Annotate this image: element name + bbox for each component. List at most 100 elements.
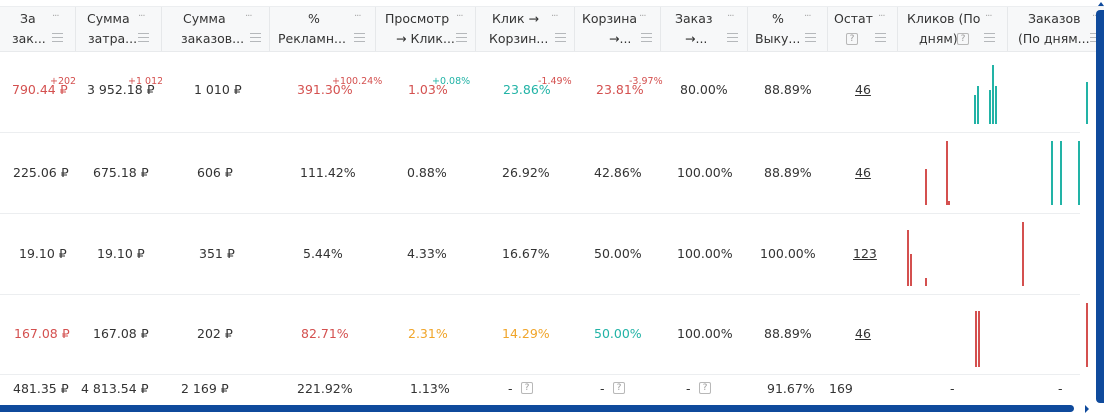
order-buy-value: 80.00%: [680, 82, 728, 97]
menu-icon[interactable]: [555, 33, 566, 42]
more-icon[interactable]: ···: [52, 11, 59, 22]
drr-value: 111.42%: [300, 165, 356, 180]
column-header-stock[interactable]: Остат ? ···: [828, 7, 898, 51]
order-buy-value: 100.00%: [677, 326, 733, 341]
column-header-orders-by-day[interactable]: Заказов (По дням... ···: [1008, 7, 1104, 51]
buyout-value: 88.89%: [764, 326, 812, 341]
menu-icon[interactable]: [875, 33, 886, 42]
spark-bar: [1022, 222, 1024, 286]
more-icon[interactable]: ···: [878, 11, 885, 22]
view-click-delta: +0.08%: [432, 76, 471, 87]
stock-link[interactable]: 46: [855, 82, 871, 97]
menu-icon[interactable]: [727, 33, 738, 42]
cpo-value: 19.10 ₽: [19, 246, 67, 261]
spark-bar: [989, 90, 991, 124]
view-click-value: 1.03%: [408, 82, 448, 97]
click-cart-delta: -1.49%: [538, 76, 572, 87]
menu-icon[interactable]: [138, 33, 149, 42]
spark-bar: [995, 86, 997, 124]
spark-bar: [978, 311, 980, 367]
order-buy-value: 100.00%: [677, 165, 733, 180]
help-icon[interactable]: ?: [699, 382, 711, 394]
spark-bar: [992, 65, 994, 124]
cart-order-value: 42.86%: [594, 165, 642, 180]
menu-icon[interactable]: [456, 33, 467, 42]
menu-icon[interactable]: [52, 33, 63, 42]
more-icon[interactable]: ···: [1092, 11, 1099, 22]
stock-link[interactable]: 46: [855, 165, 871, 180]
column-header-view-click[interactable]: Просмотр → Клик... ···: [376, 7, 476, 51]
totals-row: 481.35 ₽ 4 813.54 ₽ 2 169 ₽ 221.92% 1.13…: [0, 375, 1080, 403]
column-subtitle: затра...: [88, 31, 138, 46]
table-row[interactable]: 167.08 ₽ 167.08 ₽ 202 ₽ 82.71% 2.31% 14.…: [0, 295, 1088, 375]
clicks-by-day-sparkline: [898, 64, 1008, 124]
column-title: %: [772, 11, 784, 26]
cpo-value: 167.08 ₽: [14, 326, 70, 341]
help-icon[interactable]: ?: [613, 382, 625, 394]
menu-icon[interactable]: [984, 33, 995, 42]
cpo-value: 790.44 ₽: [12, 82, 68, 97]
scroll-right-icon[interactable]: [1085, 405, 1089, 413]
more-icon[interactable]: ···: [985, 11, 992, 22]
column-header-order-buy[interactable]: Заказ →... ···: [661, 7, 748, 51]
more-icon[interactable]: ···: [727, 11, 734, 22]
stock-link[interactable]: 46: [855, 326, 871, 341]
horizontal-scrollbar[interactable]: [0, 405, 1074, 412]
clicks-by-day-sparkline: [898, 141, 1008, 205]
stock-link[interactable]: 123: [853, 246, 877, 261]
table-row[interactable]: 790.44 ₽ +202.5 3 952.18 ₽ +1 012.4 1 01…: [0, 52, 1088, 133]
menu-icon[interactable]: [354, 33, 365, 42]
column-header-clicks-by-day[interactable]: Кликов (По дням) ? ···: [898, 7, 1008, 51]
column-subtitle: Корзин...: [489, 31, 549, 46]
total-cpo: 481.35 ₽: [13, 381, 69, 396]
order-buy-value: 100.00%: [677, 246, 733, 261]
vertical-scrollbar[interactable]: [1096, 10, 1104, 403]
column-header-cpo[interactable]: За зак... ···: [0, 7, 76, 51]
more-icon[interactable]: ···: [354, 11, 361, 22]
more-icon[interactable]: ···: [804, 11, 811, 22]
column-header-drr[interactable]: % Рекламн... ···: [270, 7, 376, 51]
cpo-delta: +202.5: [50, 76, 76, 87]
column-title: Сумма: [87, 11, 130, 26]
column-header-click-cart[interactable]: Клик → Корзин... ···: [476, 7, 575, 51]
column-subtitle: зак...: [12, 31, 46, 46]
column-title: Клик →: [492, 11, 539, 26]
help-icon[interactable]: ?: [957, 33, 969, 45]
table-row[interactable]: 19.10 ₽ 19.10 ₽ 351 ₽ 5.44% 4.33% 16.67%…: [0, 214, 1080, 295]
column-header-orders-sum[interactable]: Сумма заказов... ···: [162, 7, 270, 51]
spark-bar: [1086, 82, 1088, 124]
cart-order-value: 23.81%: [596, 82, 644, 97]
more-icon[interactable]: ···: [245, 11, 252, 22]
column-subtitle: →...: [685, 31, 708, 46]
column-subtitle: → Клик...: [396, 31, 455, 46]
scroll-up-icon[interactable]: [1098, 2, 1104, 6]
help-icon[interactable]: ?: [521, 382, 533, 394]
column-title: Сумма: [183, 11, 226, 26]
spend-value: 3 952.18 ₽: [87, 82, 155, 97]
more-icon[interactable]: ···: [456, 11, 463, 22]
table-row[interactable]: 225.06 ₽ 675.18 ₽ 606 ₽ 111.42% 0.88% 26…: [0, 133, 1080, 214]
orders-sum-value: 1 010 ₽: [194, 82, 242, 97]
clicks-by-day-sparkline: [898, 303, 1008, 367]
total-orders-sum: 2 169 ₽: [181, 381, 229, 396]
click-cart-value: 23.86%: [503, 82, 551, 97]
spark-bar: [974, 95, 976, 124]
total-drr: 221.92%: [297, 381, 353, 396]
menu-icon[interactable]: [250, 33, 261, 42]
column-header-buyout[interactable]: % Выку... ···: [748, 7, 828, 51]
column-subtitle: →...: [609, 31, 632, 46]
menu-icon[interactable]: [1090, 33, 1101, 42]
column-header-cart-order[interactable]: Корзина →... ···: [575, 7, 661, 51]
more-icon[interactable]: ···: [138, 11, 145, 22]
column-header-spend[interactable]: Сумма затра... ···: [76, 7, 162, 51]
menu-icon[interactable]: [805, 33, 816, 42]
spark-bar: [1051, 141, 1053, 205]
column-subtitle: Выку...: [755, 31, 801, 46]
more-icon[interactable]: ···: [551, 11, 558, 22]
help-icon[interactable]: ?: [846, 33, 858, 45]
spark-bar: [975, 311, 977, 367]
menu-icon[interactable]: [641, 33, 652, 42]
more-icon[interactable]: ···: [639, 11, 646, 22]
spark-bar: [925, 278, 927, 286]
total-spend: 4 813.54 ₽: [81, 381, 149, 396]
